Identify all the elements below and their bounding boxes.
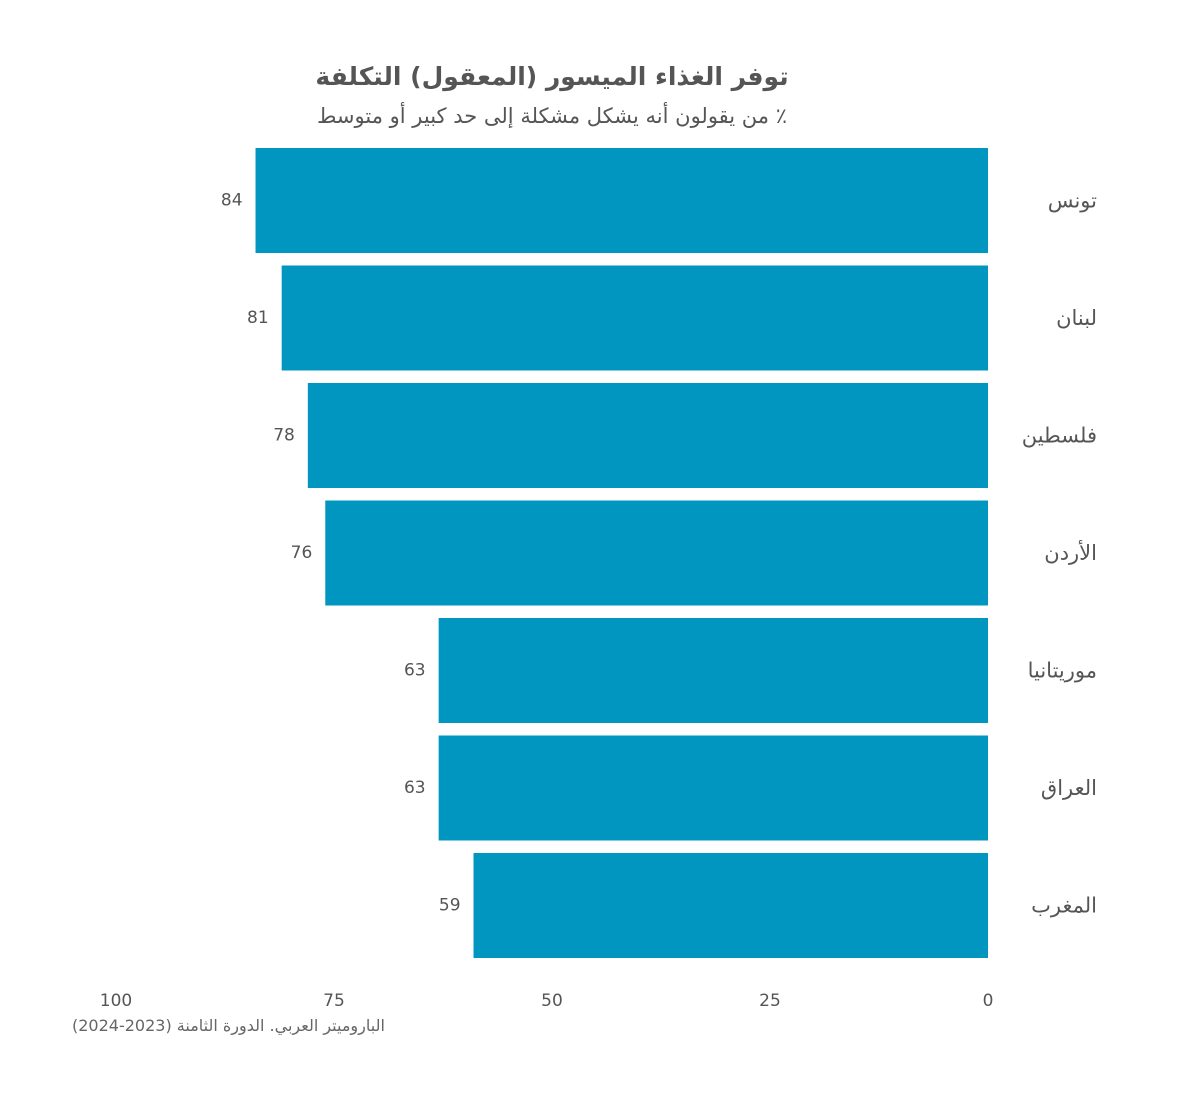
bar	[438, 735, 988, 841]
bar	[281, 265, 988, 371]
x-tick-label: 0	[983, 991, 994, 1011]
category-label: الأردن	[1044, 540, 1097, 565]
category-label: لبنان	[1056, 306, 1097, 330]
x-tick-label: 50	[541, 991, 563, 1011]
chart-title: توفر الغذاء الميسور (المعقول) التكلفة	[315, 62, 789, 91]
bar	[473, 853, 988, 958]
category-label: المغرب	[1031, 894, 1097, 918]
data-label: 63	[404, 661, 426, 681]
x-tick-label: 25	[759, 991, 781, 1011]
data-label: 81	[247, 308, 269, 328]
data-label: 59	[439, 896, 461, 916]
data-label: 76	[291, 543, 313, 563]
bar	[438, 618, 988, 723]
category-label: تونس	[1048, 189, 1097, 213]
category-label: موريتانيا	[1028, 659, 1097, 683]
bar	[307, 383, 989, 488]
x-tick-label: 75	[323, 991, 345, 1011]
bar	[325, 500, 988, 606]
category-label: فلسطين	[1022, 424, 1097, 448]
x-tick-label: 100	[100, 991, 132, 1011]
data-label: 84	[221, 191, 243, 211]
bar	[255, 148, 988, 253]
chart-source: الباروميتر العربي. الدورة الثامنة (2023-…	[72, 1016, 385, 1035]
category-label: العراق	[1041, 776, 1097, 800]
data-label: 78	[273, 426, 295, 446]
data-label: 63	[404, 778, 426, 798]
chart-subtitle: ٪ من يقولون أنه يشكل مشكلة إلى حد كبير أ…	[317, 104, 787, 128]
